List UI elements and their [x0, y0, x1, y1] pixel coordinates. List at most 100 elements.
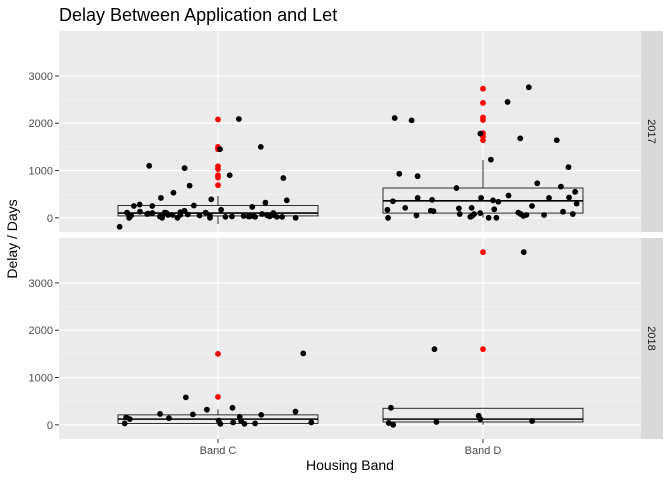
- data-point: [218, 206, 224, 213]
- data-point: [414, 195, 421, 201]
- data-point: [408, 117, 415, 124]
- data-point: [146, 162, 153, 169]
- data-point: [468, 204, 475, 211]
- outlier-point: [480, 85, 486, 92]
- data-point: [184, 211, 191, 218]
- data-point: [259, 211, 265, 217]
- data-point: [116, 223, 123, 230]
- data-point: [262, 199, 269, 206]
- data-point: [391, 115, 398, 121]
- facet-panel-2017: 0 1000 2000 3000 2017: [29, 31, 663, 232]
- data-point: [207, 214, 213, 221]
- data-point: [222, 213, 229, 220]
- data-point: [149, 203, 156, 209]
- facet-strip: [641, 238, 663, 439]
- outlier-point: [480, 99, 486, 106]
- data-point: [414, 173, 421, 180]
- data-point: [137, 208, 143, 215]
- data-point: [573, 200, 580, 207]
- data-point: [226, 172, 233, 179]
- outlier-point: [480, 137, 486, 144]
- data-point: [525, 84, 532, 91]
- data-point: [390, 421, 397, 428]
- data-point: [229, 213, 235, 220]
- data-point: [477, 130, 484, 137]
- data-point: [402, 204, 409, 211]
- data-point: [385, 420, 392, 426]
- y-tick-label: 3000: [29, 278, 53, 290]
- outlier-point: [215, 350, 221, 357]
- data-point: [300, 350, 307, 357]
- data-point: [495, 198, 502, 205]
- data-point: [569, 211, 576, 217]
- panel-background: [59, 238, 641, 439]
- data-point: [169, 212, 176, 218]
- data-point: [429, 196, 435, 203]
- x-axis-title: Housing Band: [306, 457, 394, 473]
- data-point: [529, 203, 535, 209]
- data-point: [292, 214, 299, 221]
- data-point: [433, 419, 440, 425]
- data-point: [477, 416, 484, 423]
- data-point: [229, 404, 236, 411]
- data-point: [505, 192, 512, 199]
- data-point: [546, 195, 552, 201]
- outlier-point: [480, 249, 486, 256]
- data-point: [158, 195, 164, 201]
- data-point: [157, 411, 163, 417]
- data-point: [431, 346, 438, 353]
- data-point: [534, 180, 541, 187]
- outlier-point: [480, 346, 486, 353]
- data-point: [279, 213, 286, 220]
- data-point: [477, 210, 484, 216]
- data-point: [240, 213, 247, 219]
- data-point: [517, 135, 524, 142]
- data-point: [280, 175, 287, 181]
- data-point: [491, 206, 498, 213]
- data-point: [384, 206, 391, 213]
- data-point: [181, 165, 188, 172]
- data-point: [396, 170, 403, 177]
- data-point: [126, 214, 133, 221]
- data-point: [572, 188, 579, 195]
- data-point: [236, 413, 243, 420]
- data-point: [560, 208, 566, 215]
- data-point: [144, 210, 151, 217]
- y-tick-label: 1000: [29, 166, 53, 178]
- data-point: [427, 207, 434, 214]
- data-point: [186, 182, 193, 189]
- data-point: [504, 99, 511, 105]
- y-tick-label: 3000: [29, 71, 53, 83]
- data-point: [455, 205, 462, 212]
- data-point: [490, 197, 496, 204]
- data-point: [553, 137, 560, 144]
- data-point: [170, 189, 177, 196]
- data-point: [235, 116, 242, 122]
- data-point: [217, 146, 223, 153]
- data-point: [388, 404, 394, 411]
- data-point: [283, 197, 290, 204]
- x-tick-label: Band D: [465, 445, 502, 457]
- data-point: [308, 419, 315, 426]
- chart-title: Delay Between Application and Let: [59, 5, 337, 25]
- data-point: [252, 420, 259, 427]
- box-iqr: [117, 205, 319, 217]
- y-tick-label: 0: [47, 420, 53, 432]
- data-point: [230, 419, 237, 426]
- data-point: [487, 156, 494, 163]
- data-point: [196, 212, 203, 219]
- data-point: [565, 164, 572, 171]
- y-tick-label: 1000: [29, 373, 53, 385]
- facet-strip: [641, 31, 663, 232]
- y-axis-title: Delay / Days: [4, 199, 20, 278]
- data-point: [190, 202, 197, 209]
- data-point: [250, 213, 257, 219]
- data-point: [541, 212, 547, 218]
- data-point: [453, 185, 460, 191]
- data-point: [520, 249, 527, 256]
- data-point: [130, 203, 137, 209]
- data-point: [478, 195, 484, 201]
- facet-strip-label: 2017: [645, 119, 657, 143]
- outlier-point: [215, 182, 221, 189]
